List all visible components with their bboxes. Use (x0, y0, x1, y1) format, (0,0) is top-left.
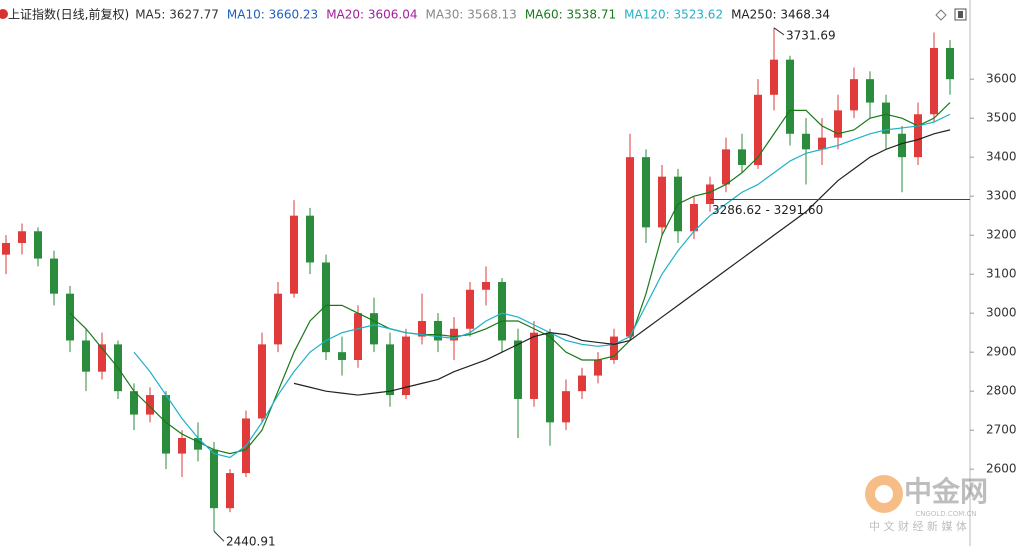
y-tick-label: 3000 (986, 306, 1017, 320)
candle-body (402, 336, 410, 396)
candle-body (914, 114, 922, 158)
legend-entry: MA20: 3606.04 (326, 8, 417, 22)
candle-body (722, 149, 730, 185)
candle-body (498, 281, 506, 341)
candle-body (98, 344, 106, 372)
candle-body (34, 231, 42, 259)
candle-body (482, 281, 490, 290)
candle-body (258, 344, 266, 419)
ma-line (133, 113, 951, 459)
candle-body (322, 262, 330, 353)
candle-body (146, 395, 154, 415)
candle-body (18, 231, 26, 243)
legend-entry: MA250: 3468.34 (731, 8, 830, 22)
candle-body (306, 215, 314, 263)
candle-body (546, 332, 554, 423)
candle-body (2, 242, 10, 255)
legend: 上证指数(日线,前复权) MA5: 3627.77 MA10: 3660.23 MA… (8, 7, 830, 22)
candle-body (434, 320, 442, 341)
candle-body (178, 437, 186, 454)
legend-entry: MA60: 3538.71 (525, 8, 616, 22)
candle-body (226, 473, 234, 509)
candle-body (274, 293, 282, 345)
candle-body (578, 375, 586, 392)
candle-body (338, 352, 346, 360)
range-label: 3286.62 - 3291.60 (712, 203, 823, 217)
ma-line (69, 102, 951, 455)
candle-body (594, 359, 602, 376)
candle-body (210, 449, 218, 509)
candle-body (930, 47, 938, 115)
status-dot (0, 9, 8, 19)
window-icon[interactable] (954, 8, 967, 21)
legend-entry: MA120: 3523.62 (624, 8, 723, 22)
candle-body (738, 149, 746, 165)
candle-body (706, 184, 714, 204)
y-tick-label: 3100 (986, 267, 1017, 281)
window-icon-inner (958, 11, 963, 18)
y-tick-label: 3400 (986, 150, 1017, 164)
candle-body (418, 320, 426, 337)
y-tick-label: 2900 (986, 345, 1017, 359)
diamond-icon[interactable] (935, 9, 947, 21)
y-tick-label: 3500 (986, 111, 1017, 125)
candle-body (690, 203, 698, 232)
legend-entry: MA30: 3568.13 (426, 8, 517, 22)
candle-body (82, 340, 90, 372)
y-tick-label: 2600 (986, 462, 1017, 476)
plot-area: 2600 2700 2800 2900 3000 3100 3200 3300 3400 3500… (2, 27, 1017, 546)
candle-body (386, 344, 394, 396)
candle-body (290, 215, 298, 294)
candle-body (130, 391, 138, 415)
y-tick-label: 3300 (986, 189, 1017, 203)
candle-body (642, 157, 650, 228)
candle-body (626, 157, 634, 337)
candle-body (530, 332, 538, 399)
watermark-logo: 中金网 (904, 475, 988, 508)
high-label: 3731.69 (786, 28, 836, 42)
y-tick-label: 3600 (986, 72, 1017, 86)
candle-body (66, 293, 74, 341)
legend-entry: MA5: 3627.77 (135, 8, 219, 22)
chart-title: 上证指数(日线,前复权) (8, 7, 129, 22)
watermark-slogan: 中 文 财 经 新 媒 体 (869, 519, 967, 533)
candle-body (882, 102, 890, 134)
candle-body (466, 289, 474, 329)
legend-entry: MA10: 3660.23 (227, 8, 318, 22)
ma-line (293, 129, 951, 396)
y-tick-label: 2700 (986, 423, 1017, 437)
candle-body (818, 137, 826, 150)
candle-body (866, 79, 874, 103)
candle-body (562, 391, 570, 423)
candle-body (770, 59, 778, 95)
high-pointer (773, 27, 785, 36)
candle-body (754, 94, 762, 165)
y-tick-label: 2800 (986, 384, 1017, 398)
y-tick-label: 3200 (986, 228, 1017, 242)
candle-body (658, 176, 666, 228)
candle-body (514, 340, 522, 399)
low-pointer (213, 530, 225, 542)
watermark-domain: CNGOLD.COM.CN (915, 510, 976, 518)
candle-body (802, 133, 810, 150)
candle-body (898, 133, 906, 158)
candle-body (50, 258, 58, 294)
candle-body (610, 336, 618, 360)
candle-body (850, 79, 858, 111)
candle-body (450, 328, 458, 341)
candle-body (162, 395, 170, 454)
candle-body (194, 437, 202, 450)
candle-body (786, 59, 794, 134)
candle-body (354, 313, 362, 360)
watermark: 中金网 CNGOLD.COM.CN 中 文 财 经 新 媒 体 (865, 475, 988, 533)
candle-body (370, 313, 378, 345)
candle-body (834, 110, 842, 138)
low-label: 2440.91 (226, 535, 276, 546)
candle-body (946, 47, 954, 80)
watermark-logo-inner (875, 485, 893, 503)
